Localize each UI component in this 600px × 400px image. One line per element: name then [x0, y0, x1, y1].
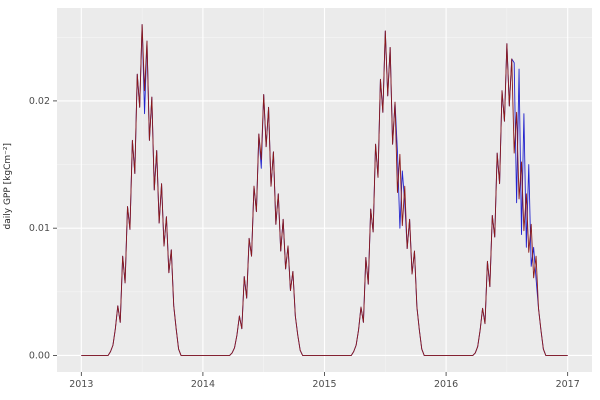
x-axis-tick-label: 2015	[312, 379, 336, 390]
y-axis-tick-label: 0.00	[29, 350, 50, 361]
x-axis-tick-label: 2017	[556, 379, 580, 390]
dark-red-series-line	[81, 24, 568, 356]
y-axis-label: daily GPP [kgCm⁻²]	[0, 0, 16, 372]
x-axis-tick-label: 2014	[191, 379, 215, 390]
y-axis-label-text: daily GPP [kgCm⁻²]	[3, 142, 13, 230]
y-axis-tick-label: 0.01	[29, 223, 50, 234]
y-axis-tick-label: 0.02	[29, 96, 50, 107]
x-axis-tick-label: 2013	[69, 379, 93, 390]
x-axis-tick-label: 2016	[434, 379, 458, 390]
